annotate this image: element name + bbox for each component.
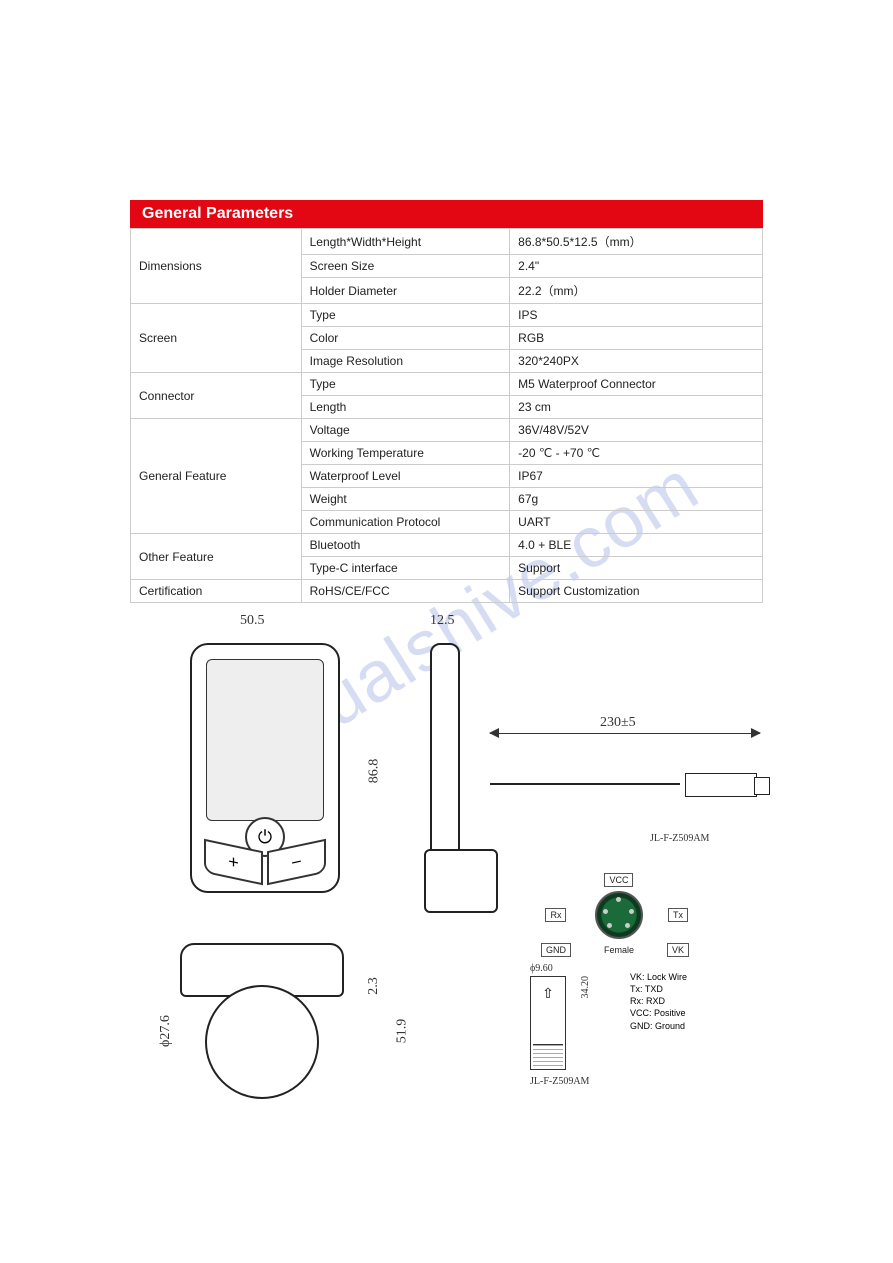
connector-detail: ϕ9.60 ⇧ 34.20 VK: Lock Wire Tx: TXD Rx: … [530, 963, 591, 1087]
pin-notes: VK: Lock Wire Tx: TXD Rx: RXD VCC: Posit… [630, 971, 687, 1032]
value-cell: Support Customization [510, 580, 763, 603]
category-cell: Dimensions [131, 229, 302, 304]
param-cell: Bluetooth [301, 534, 510, 557]
category-cell: Certification [131, 580, 302, 603]
pin-note-2: Rx: RXD [630, 995, 687, 1007]
pin-note-1: Tx: TXD [630, 983, 687, 995]
table-row: General FeatureVoltage36V/48V/52V [131, 419, 763, 442]
param-cell: RoHS/CE/FCC [301, 580, 510, 603]
table-row: ConnectorTypeM5 Waterproof Connector [131, 373, 763, 396]
dim-width: 50.5 [240, 613, 265, 629]
value-cell: RGB [510, 327, 763, 350]
param-cell: Length*Width*Height [301, 229, 510, 255]
value-cell: IP67 [510, 465, 763, 488]
pin-vcc: VCC [604, 873, 633, 887]
conn-dia-label: ϕ9.60 [530, 963, 591, 974]
table-row: CertificationRoHS/CE/FCCSupport Customiz… [131, 580, 763, 603]
device-front-view: ⏻ + − [190, 643, 360, 923]
pinout-title: Female [604, 945, 634, 955]
pin-note-4: GND: Ground [630, 1020, 687, 1032]
category-cell: Screen [131, 304, 302, 373]
param-cell: Voltage [301, 419, 510, 442]
param-cell: Image Resolution [301, 350, 510, 373]
technical-drawings: 50.5 12.5 ⏻ + − 86.8 ϕ27.6 2.3 51 [130, 613, 763, 1113]
connector-drawing: ⇧ [530, 976, 566, 1070]
content-area: General Parameters DimensionsLength*Widt… [130, 200, 763, 1113]
parameters-table: DimensionsLength*Width*Height86.8*50.5*1… [130, 228, 763, 603]
conn-detail-model: JL-F-Z509AM [530, 1076, 591, 1087]
param-cell: Working Temperature [301, 442, 510, 465]
param-cell: Type [301, 373, 510, 396]
category-cell: Other Feature [131, 534, 302, 580]
value-cell: IPS [510, 304, 763, 327]
param-cell: Weight [301, 488, 510, 511]
value-cell: Support [510, 557, 763, 580]
dim-clamp-h2: 51.9 [394, 1019, 410, 1044]
table-row: DimensionsLength*Width*Height86.8*50.5*1… [131, 229, 763, 255]
side-clamp [424, 849, 498, 913]
value-cell: 36V/48V/52V [510, 419, 763, 442]
arrow-up-icon: ⇧ [542, 985, 554, 1002]
param-cell: Holder Diameter [301, 278, 510, 304]
value-cell: 23 cm [510, 396, 763, 419]
value-cell: M5 Waterproof Connector [510, 373, 763, 396]
pin-note-0: VK: Lock Wire [630, 971, 687, 983]
pin-gnd: GND [541, 943, 571, 957]
device-screen [206, 659, 324, 821]
connector-face [595, 891, 643, 939]
param-cell: Type [301, 304, 510, 327]
param-cell: Length [301, 396, 510, 419]
pinout-diagram: VCC Rx Tx GND Female VK [525, 873, 705, 957]
param-cell: Communication Protocol [301, 511, 510, 534]
value-cell: 22.2（mm） [510, 278, 763, 304]
table-row: Other FeatureBluetooth4.0 + BLE [131, 534, 763, 557]
device-body: ⏻ + − [190, 643, 340, 893]
value-cell: UART [510, 511, 763, 534]
conn-len-label: 34.20 [580, 976, 591, 999]
section-header: General Parameters [130, 200, 763, 228]
param-cell: Screen Size [301, 255, 510, 278]
value-cell: 67g [510, 488, 763, 511]
cable-wire [490, 783, 680, 785]
param-cell: Waterproof Level [301, 465, 510, 488]
pin-rx: Rx [545, 908, 566, 922]
dim-height: 86.8 [366, 759, 382, 784]
value-cell: 320*240PX [510, 350, 763, 373]
device-side-view [430, 643, 460, 893]
cable-dim-arrow [490, 733, 760, 734]
device-button-row: ⏻ + − [204, 825, 326, 879]
dim-clamp-h1: 2.3 [366, 977, 382, 995]
category-cell: Connector [131, 373, 302, 419]
connector-tip [685, 773, 757, 797]
pin-note-3: VCC: Positive [630, 1007, 687, 1019]
param-cell: Type-C interface [301, 557, 510, 580]
dim-thickness: 12.5 [430, 613, 455, 629]
param-cell: Color [301, 327, 510, 350]
value-cell: 86.8*50.5*12.5（mm） [510, 229, 763, 255]
connector-model-label: JL-F-Z509AM [650, 833, 709, 844]
pin-vk: VK [667, 943, 689, 957]
pin-tx: Tx [668, 908, 688, 922]
dim-clamp-dia: ϕ27.6 [158, 1015, 174, 1047]
clamp-ring [205, 985, 319, 1099]
value-cell: 4.0 + BLE [510, 534, 763, 557]
value-cell: -20 ℃ - +70 ℃ [510, 442, 763, 465]
value-cell: 2.4" [510, 255, 763, 278]
dim-cable-len: 230±5 [600, 715, 636, 731]
clamp-view [180, 943, 344, 1099]
table-row: ScreenTypeIPS [131, 304, 763, 327]
category-cell: General Feature [131, 419, 302, 534]
